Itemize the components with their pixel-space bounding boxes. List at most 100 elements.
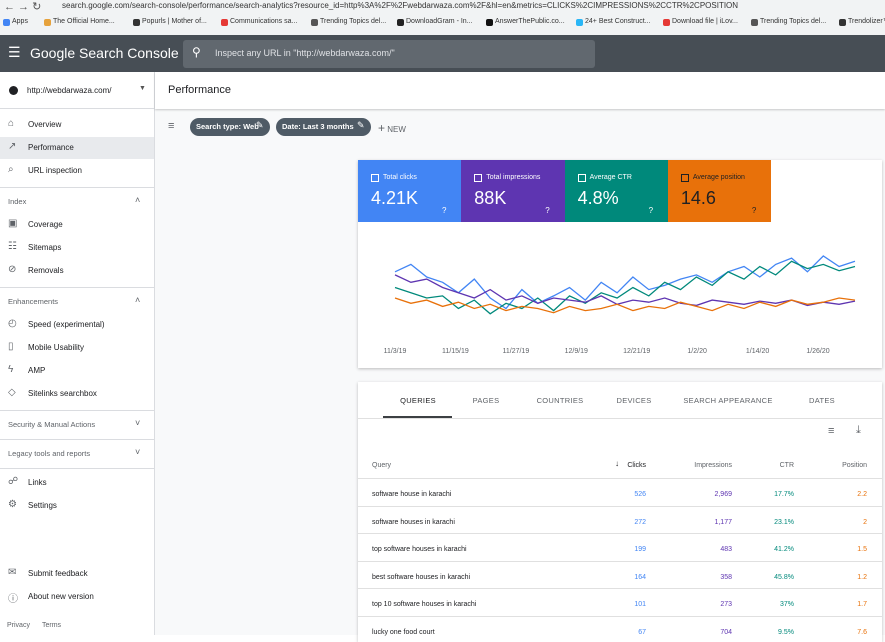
footer-link[interactable]: Terms [42,622,61,629]
column-header: Query [372,462,391,469]
row-divider [358,588,882,589]
footer-link[interactable]: Privacy [7,622,30,629]
x-tick-label: 1/2/20 [687,348,707,355]
tabs-divider [358,418,882,419]
cell: 1.2 [717,574,867,581]
section-heading[interactable]: Enhancements [8,297,58,306]
bookmark[interactable]: Trendolizer™ [848,18,885,25]
metric-value: 4.21K [371,188,418,209]
nav-item[interactable]: Speed (experimental) [28,320,104,329]
checkbox [578,174,586,182]
divider [0,108,154,109]
x-tick-label: 11/15/19 [442,348,469,355]
tab-indicator [383,416,452,418]
help-icon: ? [545,206,549,215]
nav-item[interactable]: Performance [28,143,74,152]
bookmark-icon [221,19,228,26]
chevron[interactable]: ˄ [135,195,140,205]
nav-item[interactable]: About new version [28,592,94,601]
nav-item[interactable]: Sitelinks searchbox [28,389,97,398]
property-icon [9,86,18,95]
nav-icon: ↗ [8,141,16,152]
nav-item[interactable]: AMP [28,366,45,375]
nav-icon: ⓘ [8,590,18,605]
bookmark[interactable]: Communications sa... [230,18,297,25]
nav-item[interactable]: Coverage [28,220,63,229]
section-heading[interactable]: Security & Manual Actions [8,420,95,429]
nav-icon: ☷ [8,241,17,252]
metric-label: Average position [693,174,745,181]
active-item [0,137,154,159]
divider [0,468,154,469]
nav-item[interactable]: Settings [28,501,57,510]
nav-item[interactable]: Links [28,478,47,487]
metric-label: Average CTR [590,174,632,181]
bookmark-icon [576,19,583,26]
bookmark[interactable]: The Official Home... [53,18,115,25]
bookmark[interactable]: Trending Topics del... [320,18,386,25]
bookmark-icon [311,19,318,26]
row-divider [358,533,882,534]
chevron[interactable]: ˅ [135,447,140,457]
nav-item[interactable]: Mobile Usability [28,343,84,352]
query-cell: top 10 software houses in karachi [372,601,476,608]
checkbox [681,174,689,182]
x-tick-label: 11/3/19 [384,348,407,355]
nav-icon: ◴ [8,318,17,329]
tab[interactable]: DEVICES [584,396,684,405]
row-divider [358,616,882,617]
bookmark[interactable]: Apps [12,18,28,25]
x-tick-label: 11/27/19 [502,348,529,355]
bookmark[interactable]: Popurls | Mother of... [142,18,207,25]
nav-icon: ☍ [8,476,18,487]
bookmark-icon [3,19,10,26]
x-tick-label: 1/26/20 [806,348,829,355]
dropdown-arrow[interactable]: ▼ [139,85,146,92]
bookmark-icon [663,19,670,26]
filter-label[interactable]: Date: Last 3 months [282,122,354,131]
cell: 1.5 [717,546,867,553]
bookmark[interactable]: AnswerThePublic.co... [495,18,565,25]
chevron[interactable]: ˄ [135,295,140,305]
tab[interactable]: SEARCH APPEARANCE [678,396,778,405]
query-cell: software houses in karachi [372,519,455,526]
checkbox [474,174,482,182]
bookmark-icon [486,19,493,26]
metric-value: 14.6 [681,188,716,209]
bookmark-icon [133,19,140,26]
nav-icon: ⚙ [8,499,17,510]
section-heading[interactable]: Legacy tools and reports [8,449,90,458]
query-cell: software house in karachi [372,491,451,498]
row-divider [358,478,882,479]
nav-item[interactable]: Submit feedback [28,569,88,578]
bookmark[interactable]: DownloadGram - In... [406,18,473,25]
sort-arrow: ↓ [615,459,619,468]
cell: 2 [717,519,867,526]
bookmark-icon [397,19,404,26]
tab[interactable]: DATES [772,396,872,405]
row-divider [358,506,882,507]
x-tick-label: 12/21/19 [623,348,650,355]
cell: 2.2 [717,491,867,498]
column-header: Position [717,462,867,469]
nav-item[interactable]: Removals [28,266,64,275]
nav-icon: ⌕ [8,164,14,175]
section-heading[interactable]: Index [8,197,26,206]
chevron[interactable]: ˅ [135,418,140,428]
property[interactable]: http://webdarwaza.com/ [27,86,111,95]
bookmark[interactable]: Download file | iLov... [672,18,738,25]
download-icon[interactable]: ⤓ [856,424,861,437]
divider [0,287,154,288]
filter-label[interactable]: Search type: Web [196,122,259,131]
series-line [395,275,855,306]
nav-item[interactable]: Sitemaps [28,243,61,252]
bookmark[interactable]: 24+ Best Construct... [585,18,651,25]
nav-item[interactable]: Overview [28,120,61,129]
bookmark-icon [44,19,51,26]
nav-icon: ⊘ [8,264,16,275]
bookmark[interactable]: Trending Topics del... [760,18,826,25]
cell: 1.7 [717,601,867,608]
nav-item[interactable]: URL inspection [28,166,82,175]
filter-rows-icon[interactable]: ≡ [828,425,834,437]
